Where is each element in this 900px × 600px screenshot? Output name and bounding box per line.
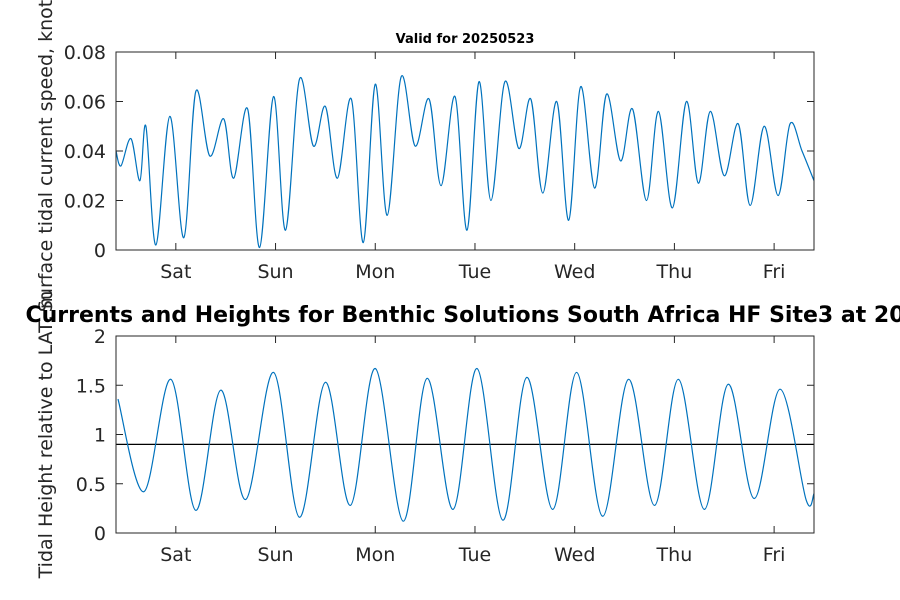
y-tick-label: 1	[94, 425, 106, 447]
y-axis-label: Tidal Height relative to LAT, m	[35, 291, 57, 580]
x-tick-label: Mon	[355, 261, 395, 283]
y-tick-label: 1.5	[76, 375, 106, 397]
series-line-0	[117, 367, 814, 522]
chart-title: Currents and Heights for Benthic Solutio…	[25, 303, 900, 328]
x-tick-label: Fri	[763, 544, 786, 566]
y-tick-label: 0.04	[64, 141, 106, 163]
y-tick-label: 2	[94, 326, 106, 348]
x-tick-label: Sat	[160, 544, 191, 566]
x-tick-label: Sat	[160, 261, 191, 283]
x-tick-label: Wed	[554, 544, 595, 566]
x-tick-label: Mon	[355, 544, 395, 566]
x-tick-label: Wed	[554, 261, 595, 283]
y-axis-label: Surface tidal current speed, knots	[35, 0, 57, 312]
x-tick-label: Sun	[257, 544, 293, 566]
x-tick-label: Fri	[763, 261, 786, 283]
series-line-0	[116, 75, 814, 249]
x-tick-label: Sun	[257, 261, 293, 283]
tidal-height-plot: 0 0.5 1 1.5 2 Sat Sun Mon Tue Wed Thu Fri Tidal Heig…	[25, 291, 900, 580]
chart-title: Valid for 20250523	[396, 32, 535, 47]
y-tick-label: 0.06	[64, 92, 106, 114]
x-tick-label: Tue	[458, 261, 491, 283]
y-tick-label: 0.5	[76, 474, 106, 496]
x-tick-label: Tue	[458, 544, 491, 566]
current-speed-plot: 0 0.02 0.04 0.06 0.08 Sat Sun Mon Tue Wed Thu Fri Su…	[35, 0, 815, 312]
x-tick-label: Thu	[656, 261, 693, 283]
y-tick-label: 0.08	[64, 42, 106, 64]
y-tick-label: 0	[94, 240, 106, 262]
y-tick-label: 0	[94, 523, 106, 545]
x-tick-label: Thu	[656, 544, 693, 566]
y-tick-label: 0.02	[64, 191, 106, 213]
